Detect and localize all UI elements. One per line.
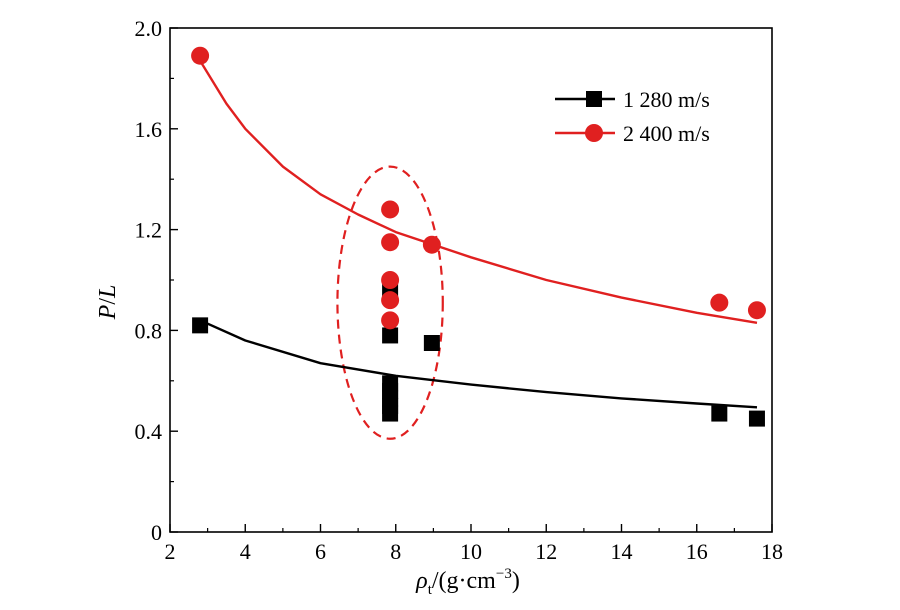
x-tick-label: 12	[535, 539, 557, 564]
y-label-symbol2: L	[95, 285, 121, 299]
data-point-series-2	[191, 46, 210, 65]
y-label-symbol: P	[95, 304, 121, 320]
x-axis-label: ρt/(g·cm−3)	[415, 566, 520, 598]
y-tick-label: 1.2	[135, 218, 163, 243]
data-point-series-2	[381, 291, 400, 310]
data-point-series-2	[381, 271, 400, 289]
x-label-symbol: ρ	[415, 568, 428, 594]
legend-label-series-2: 2 400 m/s	[623, 121, 710, 146]
x-tick-label: 10	[460, 539, 482, 564]
x-label-unit-open: /(g·cm	[432, 568, 496, 594]
x-tick-label: 14	[611, 539, 633, 564]
x-label-subscript: t	[428, 582, 433, 598]
data-point-series-1	[382, 327, 399, 344]
data-point-series-2	[747, 301, 766, 320]
fit-curve-series-1	[199, 319, 758, 409]
x-tick-label: 4	[240, 539, 251, 564]
data-point-series-1	[711, 405, 728, 422]
y-tick-label: 1.6	[135, 117, 163, 142]
legend-label-series-1: 1 280 m/s	[623, 87, 710, 112]
fit-layer	[199, 60, 758, 409]
ticks-layer: 2 4 6 8 10 12 14 16 18 0 0.4 0.8 1.2 1.6 2.0	[135, 16, 784, 564]
x-tick-label: 8	[390, 539, 401, 564]
y-label-slash: /	[95, 298, 121, 305]
y-axis-label: P/L	[95, 285, 121, 321]
legend-marker-series-1	[586, 91, 602, 107]
annotation-layer	[336, 165, 444, 440]
highlight-ellipse	[336, 165, 444, 440]
points-layer	[191, 46, 766, 427]
data-point-series-2	[381, 200, 400, 219]
data-point-series-2	[710, 293, 729, 312]
x-tick-label: 2	[165, 539, 176, 564]
y-tick-label: 2.0	[135, 16, 163, 41]
x-label-unit-exp: −3	[496, 566, 512, 582]
fit-curve-series-2	[199, 60, 758, 324]
data-point-series-2	[422, 235, 441, 254]
data-point-series-1	[192, 317, 209, 334]
x-tick-label: 6	[315, 539, 326, 564]
data-point-series-2	[381, 311, 400, 330]
data-point-series-2	[381, 233, 400, 252]
legend-marker-series-2	[585, 124, 603, 142]
x-label-unit-close: )	[512, 568, 520, 594]
data-point-series-1	[748, 410, 765, 427]
data-point-series-1	[423, 335, 440, 351]
data-point-series-1	[382, 405, 399, 422]
x-tick-label: 16	[686, 539, 708, 564]
y-tick-label: 0	[151, 520, 162, 545]
legend: 1 280 m/s 2 400 m/s	[555, 87, 710, 146]
x-tick-label: 18	[761, 539, 783, 564]
y-tick-label: 0.4	[135, 419, 163, 444]
y-tick-label: 0.8	[135, 318, 163, 343]
